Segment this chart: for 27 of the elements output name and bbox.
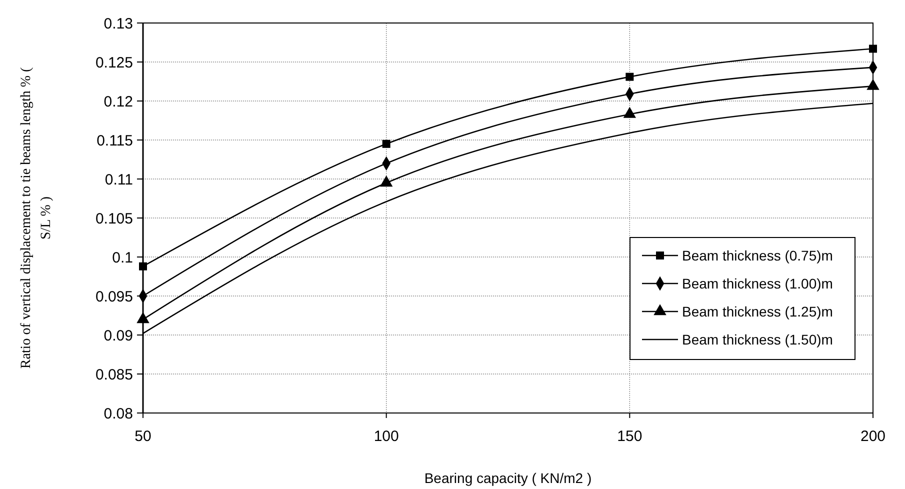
y-tick-label: 0.125 <box>95 54 133 72</box>
x-axis-title: Bearing capacity ( KN/m2 ) <box>424 470 592 486</box>
legend-label: Beam thickness (1.00)m <box>682 275 833 292</box>
point <box>380 176 393 187</box>
x-tick-label: 50 <box>134 428 152 445</box>
legend-label: Beam thickness (1.50)m <box>682 331 833 348</box>
y-tick-label: 0.08 <box>104 405 133 422</box>
point <box>136 312 150 324</box>
x-tick-label: 100 <box>374 428 399 445</box>
y-axis-title: Ratio of vertical displacement to tie beams length % ( S/L % ) <box>19 67 54 369</box>
x-tick-label: 200 <box>860 428 886 445</box>
y-tick-label: 0.095 <box>95 288 133 306</box>
y-tick-label: 0.085 <box>95 366 133 384</box>
y-tick-label: 0.105 <box>95 210 133 228</box>
y-tick-label: 0.13 <box>104 15 133 32</box>
x-tick-label: 150 <box>617 428 642 445</box>
point <box>382 140 390 148</box>
y-tick-label: 0.12 <box>104 93 133 110</box>
y-tick-label: 0.115 <box>96 132 133 150</box>
legend-label: Beam thickness (1.25)m <box>682 303 833 320</box>
point <box>869 44 877 53</box>
y-tick-label: 0.11 <box>104 171 133 188</box>
point <box>626 72 634 81</box>
y-tick-label: 0.1 <box>112 249 133 266</box>
legend-label: Beam thickness (0.75)m <box>682 247 833 264</box>
y-tick-label: 0.09 <box>104 327 133 344</box>
point <box>139 262 147 270</box>
